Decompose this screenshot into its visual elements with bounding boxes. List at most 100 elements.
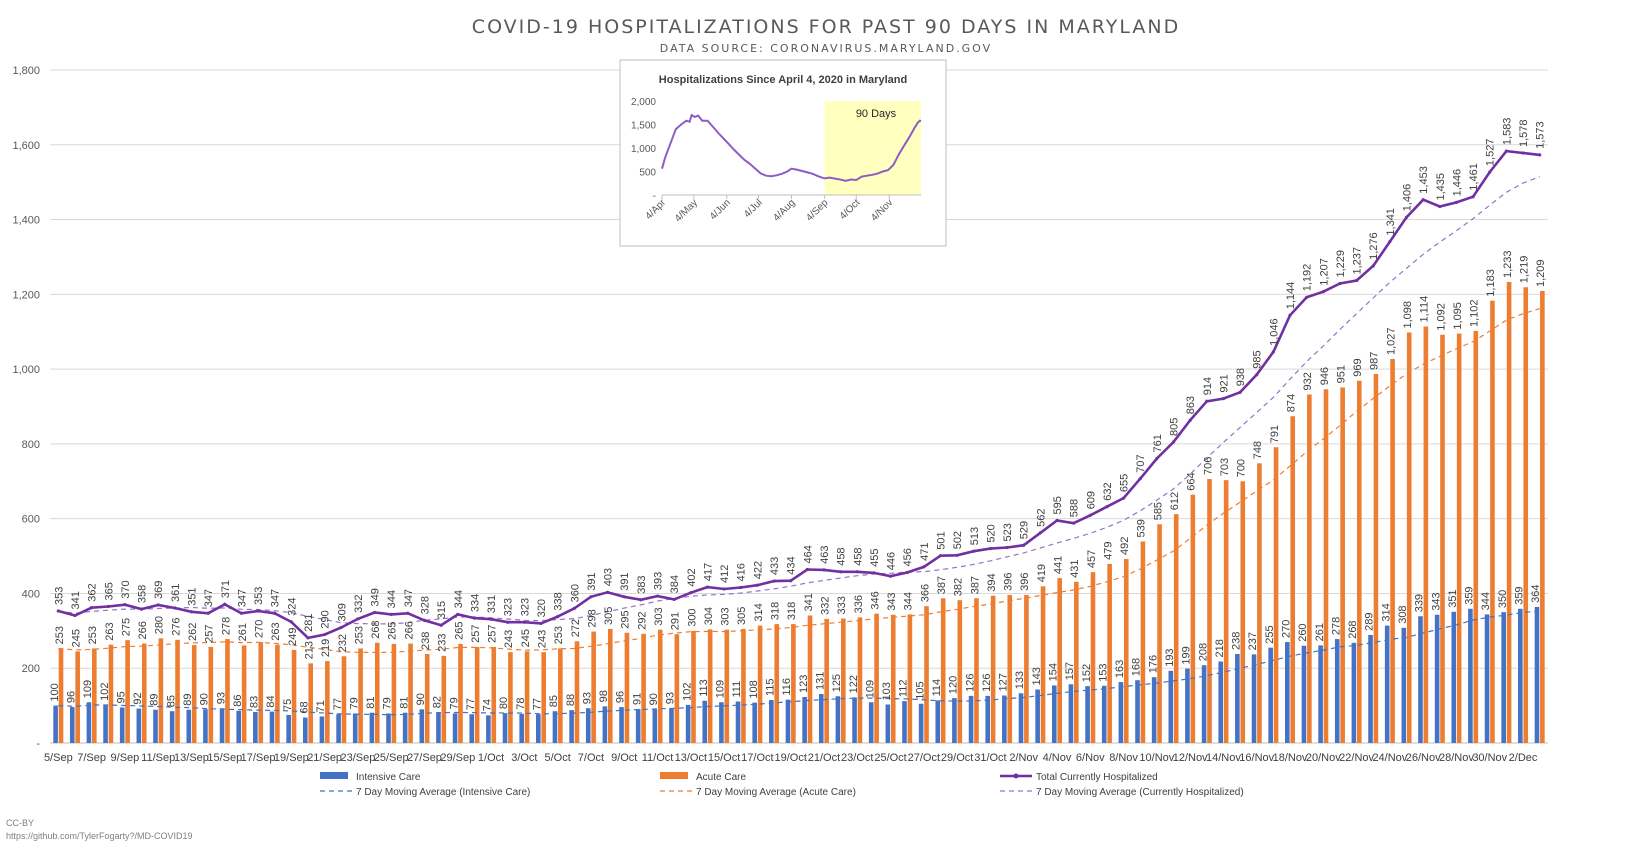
icu-data-label: 105 (914, 681, 926, 699)
total-data-label: 324 (286, 598, 298, 616)
icu-bar (1451, 611, 1457, 743)
icu-data-label: 109 (82, 680, 94, 698)
total-point (1271, 350, 1275, 354)
total-point (689, 591, 693, 595)
icu-data-label: 339 (1414, 594, 1426, 612)
total-data-label: 403 (603, 568, 615, 586)
acute-bar (175, 639, 180, 743)
acute-data-label: 303 (653, 607, 665, 625)
x-tick-label: 11/Oct (642, 752, 674, 764)
acute-bar (1490, 300, 1495, 743)
acute-bar (1373, 373, 1379, 743)
total-point (73, 613, 77, 618)
total-data-label: 309 (336, 603, 348, 621)
icu-data-label: 84 (265, 695, 277, 707)
acute-data-label: 457 (1086, 550, 1098, 568)
acute-bar (1223, 480, 1229, 743)
icu-bar (452, 713, 458, 743)
acute-bar (990, 595, 996, 743)
acute-data-label: 238 (420, 632, 432, 650)
icu-bar (502, 713, 508, 743)
x-tick-label: 14/Nov (1206, 752, 1241, 764)
acute-data-label: 213 (304, 641, 316, 659)
total-data-label: 1,583 (1501, 118, 1513, 146)
icu-bar (1434, 614, 1440, 743)
x-tick-label: 29/Oct (941, 752, 973, 764)
acute-bar (341, 656, 347, 743)
acute-data-label: 265 (387, 622, 399, 640)
total-point (556, 615, 560, 619)
icu-data-label: 79 (448, 697, 460, 709)
total-point (872, 571, 876, 575)
acute-data-label: 280 (154, 616, 166, 634)
total-point (306, 636, 310, 640)
total-data-label: 456 (902, 548, 914, 566)
icu-bar (985, 695, 991, 743)
total-point (1438, 204, 1442, 209)
inset-annotation: 90 Days (856, 108, 897, 120)
acute-data-label: 387 (969, 576, 981, 594)
icu-bar (386, 713, 391, 743)
acute-data-label: 261 (237, 623, 249, 641)
acute-bar (1190, 494, 1196, 743)
x-tick-label: 11/Sep (141, 752, 175, 764)
total-data-label: 338 (553, 592, 565, 610)
icu-bar (1051, 685, 1057, 743)
total-point (1521, 151, 1525, 155)
acute-data-label: 539 (1136, 519, 1148, 537)
total-point (1205, 399, 1209, 403)
x-tick-label: 10/Nov (1139, 752, 1174, 764)
total-point (256, 609, 260, 613)
total-data-label: 520 (985, 524, 997, 542)
total-point (1454, 200, 1459, 204)
icu-bar (835, 696, 841, 743)
acute-bar (1140, 541, 1146, 743)
total-data-label: 1,229 (1335, 250, 1347, 278)
acute-bar (1157, 524, 1162, 743)
icu-data-label: 93 (215, 692, 227, 704)
total-point (988, 546, 993, 551)
icu-bar (735, 701, 741, 743)
acute-bar (508, 652, 513, 743)
icu-data-label: 93 (665, 692, 677, 704)
total-point (855, 570, 859, 574)
y-tick-label: 1,000 (12, 364, 40, 376)
total-point (489, 617, 493, 621)
inset-y-tick-label: 1,500 (631, 121, 656, 132)
acute-bar (574, 641, 580, 743)
total-data-label: 464 (802, 545, 814, 563)
acute-bar (1523, 287, 1529, 743)
acute-data-label: 932 (1302, 372, 1314, 390)
x-tick-label: 7/Oct (578, 752, 604, 764)
acute-bar (558, 648, 563, 743)
total-point (672, 597, 676, 602)
total-point (206, 611, 210, 615)
icu-bar (885, 704, 891, 743)
acute-bar (108, 644, 114, 743)
icu-data-label: 314 (1380, 603, 1392, 621)
acute-moving-average-line (58, 308, 1540, 654)
total-data-label: 331 (486, 595, 498, 613)
chart-title: COVID-19 HOSPITALIZATIONS FOR PAST 90 DA… (471, 16, 1181, 38)
total-point (789, 579, 793, 583)
acute-bar (158, 638, 164, 743)
acute-bar (1423, 326, 1429, 743)
total-data-label: 402 (686, 568, 698, 586)
acute-data-label: 874 (1286, 394, 1298, 412)
total-point (90, 606, 94, 610)
acute-data-label: 253 (353, 626, 365, 644)
acute-bar (524, 651, 530, 743)
acute-bar (1440, 334, 1445, 743)
y-tick-label: 400 (22, 588, 40, 600)
icu-bar (69, 707, 75, 743)
x-tick-label: 6/Nov (1076, 752, 1105, 764)
icu-bar (1285, 642, 1290, 743)
acute-data-label: 748 (1252, 441, 1264, 459)
x-tick-label: 24/Nov (1372, 752, 1407, 764)
acute-data-label: 1,183 (1485, 269, 1497, 297)
icu-bar (1251, 654, 1257, 743)
x-tick-label: 13/Sep (174, 752, 209, 764)
acute-data-label: 431 (1069, 560, 1081, 578)
icu-data-label: 364 (1530, 585, 1542, 603)
total-point (139, 607, 144, 611)
